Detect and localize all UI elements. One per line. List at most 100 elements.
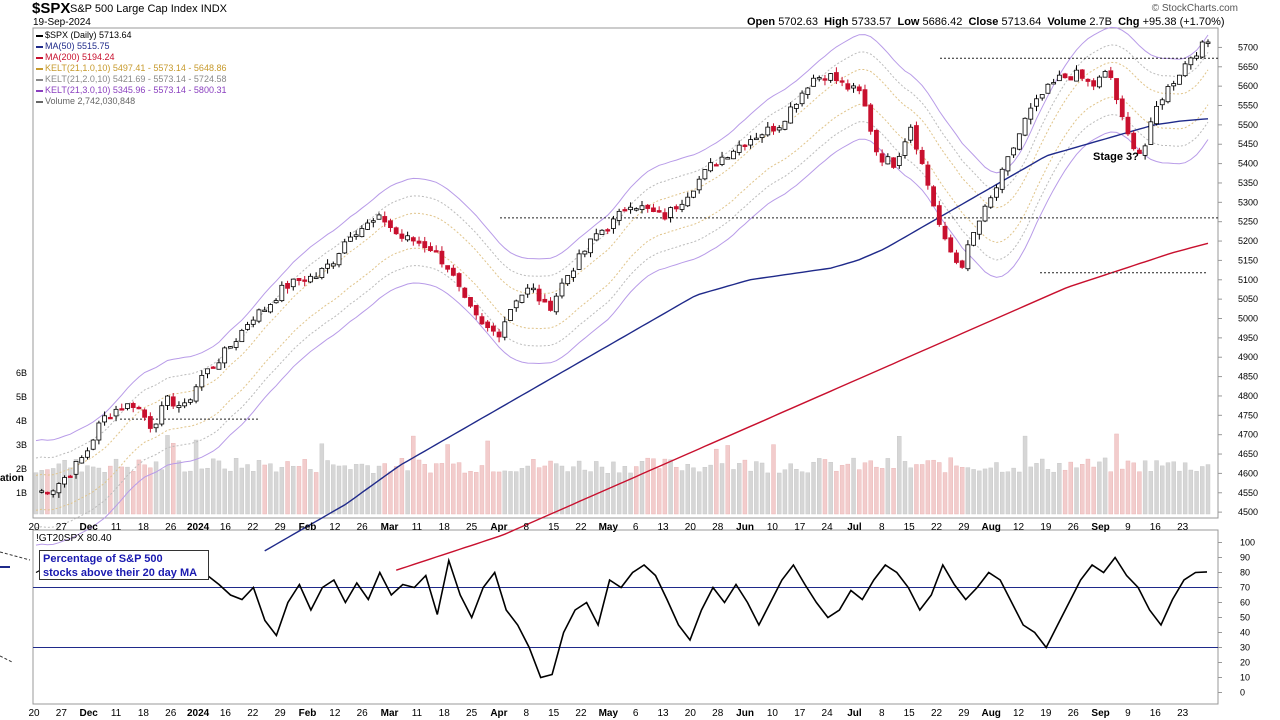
indicator-tick-label: 100 [1240, 538, 1255, 548]
volume-bar [1154, 460, 1159, 515]
date-tick-label: 22 [247, 522, 259, 533]
candle-body [565, 275, 571, 285]
candle-body [119, 408, 125, 411]
date-tick-label: Jun [736, 522, 754, 533]
volume-bar [902, 461, 908, 515]
indicator-note: Percentage of S&P 500 stocks above their… [39, 550, 209, 580]
volume-bar [662, 458, 668, 515]
volume-bar [130, 471, 136, 515]
candle-body [679, 203, 685, 210]
candle-body [879, 153, 885, 163]
candle-body [90, 439, 96, 450]
candle-body [187, 399, 193, 403]
candle-body [822, 78, 828, 81]
date-tick-label: 22 [575, 522, 587, 533]
volume-value: 2.7B [1089, 16, 1112, 28]
candle-body [1188, 57, 1194, 66]
volume-bar [799, 471, 805, 515]
date-tick-label: 12 [329, 522, 341, 533]
date-tick-label: 13 [657, 708, 669, 719]
candle-body [405, 235, 411, 241]
candle-body [525, 287, 531, 295]
candle-body [851, 85, 856, 89]
keltner-band-line [35, 96, 1209, 511]
candle-body [1142, 145, 1148, 156]
candle-body [1177, 74, 1182, 85]
volume-bar [456, 462, 462, 515]
candle-body [862, 89, 868, 107]
volume-bar [971, 469, 976, 515]
date-tick-label: 20 [685, 708, 697, 719]
candle-body [931, 186, 936, 207]
volume-bar [1205, 464, 1211, 515]
volume-bar [508, 471, 513, 515]
candle-body [954, 252, 959, 263]
volume-bar [691, 467, 696, 515]
candle-body [839, 80, 845, 83]
date-tick-label: 12 [329, 708, 341, 719]
volume-bar [622, 466, 628, 515]
candle-body [513, 300, 519, 309]
indicator-axis: 0 10 20 30 40 50 60 70 80 90 100 [1218, 538, 1255, 698]
volume-bar [931, 459, 936, 515]
volume-bar [79, 471, 84, 515]
volume-bar [433, 463, 439, 515]
date-tick-label: Jul [847, 522, 862, 533]
price-tick-label: 5100 [1238, 275, 1258, 285]
price-tick-label: 5650 [1238, 62, 1258, 72]
candle-body [548, 300, 553, 311]
candle-body [296, 278, 302, 282]
legend-swatch [36, 67, 43, 70]
volume-bar [148, 467, 153, 515]
price-tick-label: 5550 [1238, 101, 1258, 111]
legend-text: KELT(21,3.0,10) 5345.96 - 5573.14 - 5800… [45, 85, 227, 95]
volume-bar [582, 469, 588, 515]
volume-bar [782, 469, 788, 515]
date-tick-label: 19 [1040, 522, 1052, 533]
date-tick-label: 8 [879, 708, 885, 719]
volume-bar [919, 464, 925, 515]
low-value: 5686.42 [922, 16, 963, 28]
legend-text: KELT(21,2.0,10) 5421.69 - 5573.14 - 5724… [45, 74, 227, 84]
date-tick-label: 24 [822, 522, 834, 533]
candle-body [319, 267, 325, 278]
volume-bar [605, 472, 610, 515]
candle-body [1171, 83, 1177, 87]
volume-bar [548, 460, 553, 515]
date-tick-label: 25 [466, 708, 478, 719]
volume-bar [85, 465, 90, 515]
volume-bar [388, 471, 393, 515]
candle-body [422, 241, 428, 249]
volume-bar [891, 468, 896, 515]
volume-bar [108, 465, 113, 515]
candle-body [1039, 94, 1045, 99]
date-tick-label: 16 [1150, 708, 1162, 719]
candle-body [1016, 133, 1022, 150]
chart-symbol: $SPX [32, 0, 71, 17]
candle-body [1096, 76, 1102, 88]
volume-bar [113, 458, 119, 515]
candle-body [611, 218, 616, 229]
volume-bar [1085, 458, 1091, 515]
volume-bar [1120, 468, 1125, 515]
date-tick-label: Aug [981, 708, 1000, 719]
stockcharts-brand[interactable]: © StockCharts.com [1151, 3, 1238, 14]
date-tick-label: 23 [1177, 708, 1189, 719]
date-tick-label: 18 [138, 708, 150, 719]
volume-bar [514, 471, 519, 515]
volume-bar [925, 460, 931, 515]
candle-body [125, 403, 130, 409]
volume-bar [1011, 467, 1016, 515]
volume-bar [308, 469, 313, 515]
date-tick-label: 24 [822, 708, 834, 719]
candle-body [348, 236, 353, 242]
candle-body [1085, 78, 1091, 82]
candle-body [445, 265, 451, 270]
candle-body [713, 164, 719, 167]
candle-body [267, 304, 273, 313]
candle-body [1091, 80, 1097, 87]
high-label: High [824, 16, 849, 28]
date-tick-label: 27 [56, 522, 68, 533]
volume-bar [165, 435, 170, 515]
legend-entry: $SPX (Daily) 5713.64 [36, 30, 132, 40]
